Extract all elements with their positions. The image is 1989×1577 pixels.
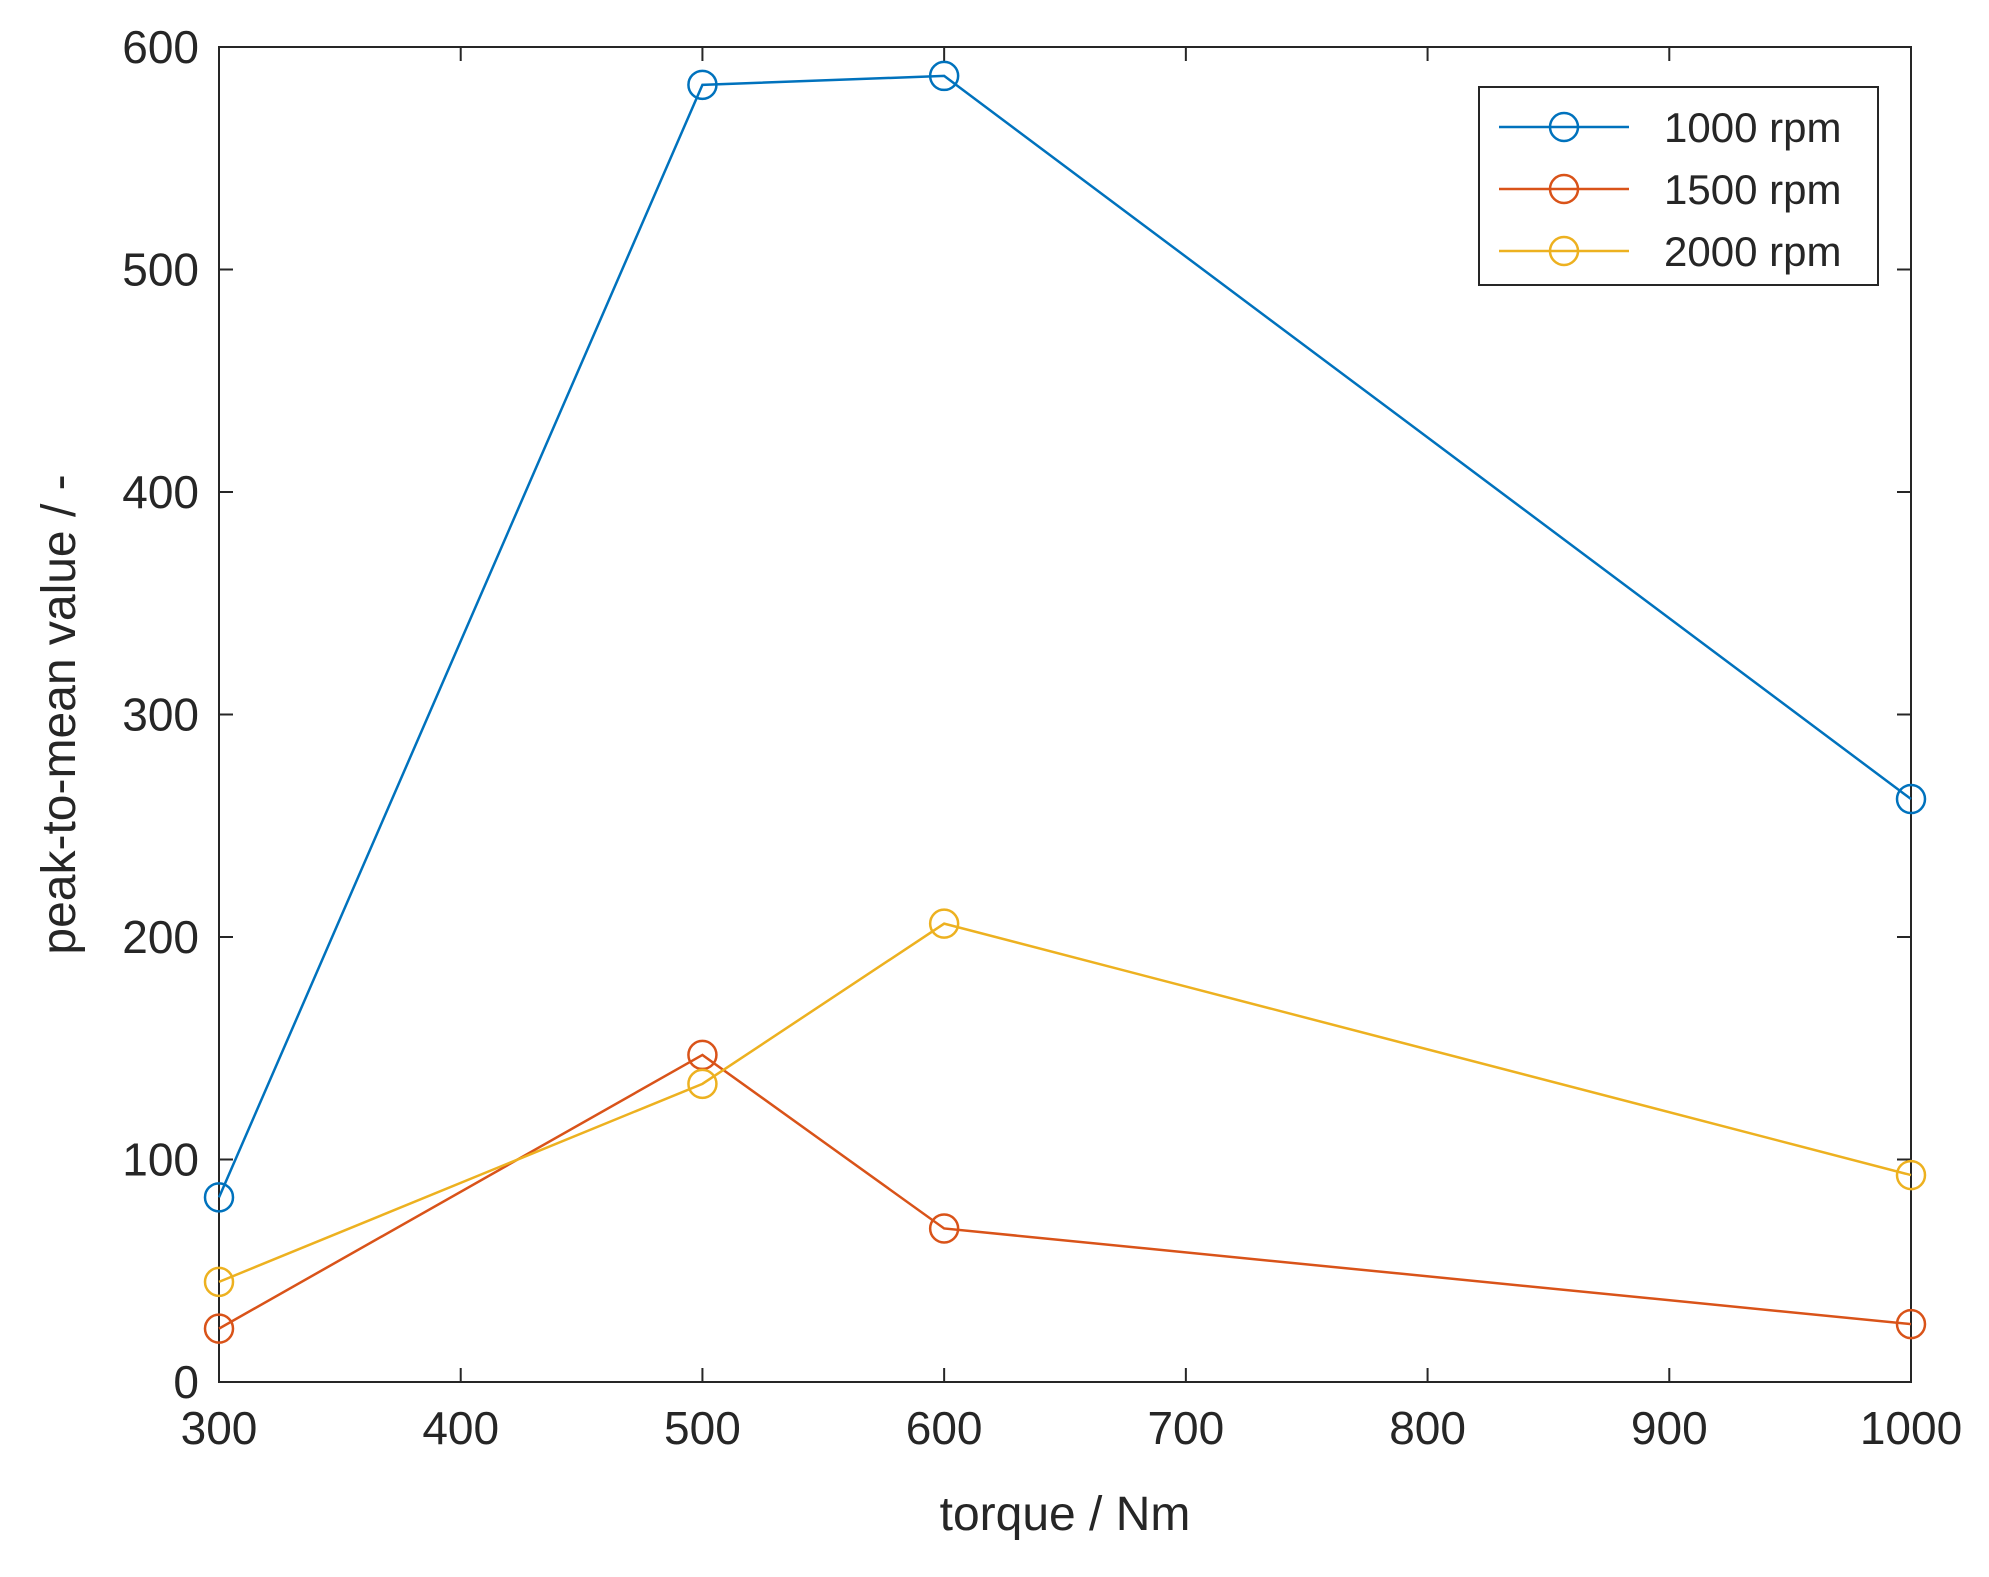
y-tick-label: 200 <box>122 911 199 963</box>
x-tick-label: 900 <box>1631 1402 1708 1454</box>
legend-label: 2000 rpm <box>1664 228 1841 275</box>
y-tick-label: 300 <box>122 689 199 741</box>
data-point-marker <box>1895 783 1927 815</box>
series-2000-rpm <box>203 908 1927 1298</box>
x-tick-label: 700 <box>1147 1402 1224 1454</box>
x-tick-label: 1000 <box>1860 1402 1962 1454</box>
legend-marker-sample <box>1548 235 1580 267</box>
data-point-marker <box>203 1313 235 1344</box>
data-point-marker <box>1895 1308 1927 1340</box>
tick-labels: 300 400 500 600 700 800 900 1000 0 100 200 300 400 50… <box>122 21 1962 1454</box>
series-line <box>218 922 1912 1284</box>
x-axis-label: torque / Nm <box>940 1488 1191 1541</box>
series-1000-rpm <box>203 60 1927 1213</box>
data-point-marker <box>928 60 960 92</box>
series-layer <box>203 60 1927 1344</box>
y-tick-label: 100 <box>122 1134 199 1186</box>
legend-entry: 1500 rpm <box>1499 166 1841 213</box>
legend-label: 1500 rpm <box>1664 166 1841 213</box>
legend: 1000 rpm 1500 rpm 2000 rpm <box>1478 86 1879 286</box>
y-tick-label: 0 <box>173 1356 199 1408</box>
y-tick-label: 500 <box>122 244 199 296</box>
data-point-marker <box>203 1266 235 1298</box>
data-point-marker <box>928 1213 960 1244</box>
legend-marker-sample <box>1548 111 1580 143</box>
x-tick-label: 800 <box>1389 1402 1466 1454</box>
legend-marker-sample <box>1548 173 1580 205</box>
tick-marks <box>218 46 1912 1383</box>
series-line <box>218 1053 1912 1330</box>
data-point-marker <box>687 1068 718 1100</box>
data-point-marker <box>1895 1159 1927 1191</box>
y-axis-label: peak-to-mean value / - <box>33 474 86 954</box>
x-tick-label: 300 <box>181 1402 258 1454</box>
x-tick-label: 600 <box>906 1402 983 1454</box>
legend-entry: 2000 rpm <box>1499 228 1841 275</box>
series-1500-rpm <box>203 1039 1927 1344</box>
y-tick-label: 400 <box>122 466 199 518</box>
x-tick-label: 400 <box>422 1402 499 1454</box>
data-point-marker <box>687 69 718 101</box>
y-tick-label: 600 <box>122 21 199 73</box>
legend-label: 1000 rpm <box>1664 104 1841 151</box>
x-tick-label: 500 <box>664 1402 741 1454</box>
legend-entry: 1000 rpm <box>1499 104 1841 151</box>
series-line <box>217 74 1912 1198</box>
data-point-marker <box>203 1182 235 1213</box>
data-point-marker <box>928 908 960 939</box>
